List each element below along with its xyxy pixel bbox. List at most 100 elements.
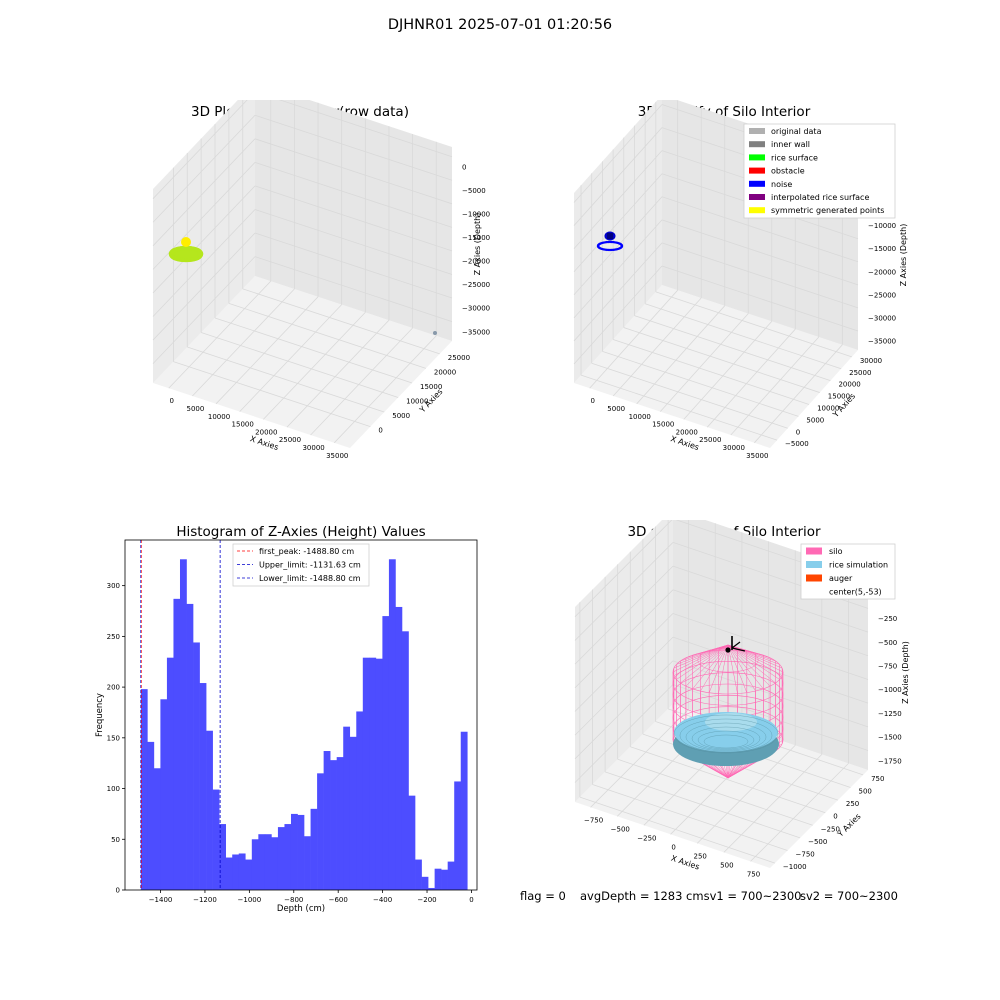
grid-line [661, 196, 859, 263]
histogram-bar [460, 731, 468, 890]
figure-title: DJHNR01 2025-07-01 01:20:56 [387, 17, 613, 33]
z-tick-label: 0 [462, 163, 466, 171]
histogram-bar [330, 760, 337, 890]
x-tick-label: −1400 [149, 896, 173, 904]
grid-line [617, 758, 813, 826]
histogram-bar [401, 631, 409, 890]
silo-roof-wire [727, 644, 764, 690]
legend-label: inner wall [771, 140, 810, 149]
histogram-bar [153, 768, 161, 890]
grid-line [333, 335, 437, 444]
x-tick-label: 15000 [652, 421, 674, 429]
legend-swatch [806, 574, 822, 582]
grid-line [579, 796, 776, 864]
y-tick-label: 250 [107, 633, 120, 641]
histogram-frame [124, 539, 478, 891]
histogram-bar [277, 827, 285, 890]
z-tick-label: −5000 [462, 187, 486, 195]
silo-ring [672, 661, 784, 706]
rice-simulation-surface [673, 712, 779, 766]
grid-line [214, 317, 413, 384]
legend-swatch [749, 128, 765, 134]
x-tick-label: 20000 [676, 428, 698, 436]
legend-swatch [749, 207, 765, 214]
histogram-bar [173, 598, 181, 890]
legend-swatch [806, 561, 822, 568]
legend-label: center(5,-53) [829, 588, 882, 597]
y-tick-label: 15000 [828, 393, 850, 401]
grid-line [168, 280, 272, 389]
y-tick-label: 10000 [406, 397, 428, 405]
z-tick-label: −1500 [878, 734, 902, 742]
histogram-bar [160, 699, 168, 890]
floor-pane [153, 276, 452, 448]
z-tick-label: −1250 [878, 710, 902, 718]
grid-line [254, 161, 453, 228]
histogram-bar [258, 834, 266, 890]
grid-line [310, 327, 413, 436]
y-tick-label: −250 [821, 825, 840, 833]
histogram-bar [388, 559, 396, 890]
grid-line [591, 362, 788, 429]
y-tick-label: 150 [107, 734, 120, 742]
grid-line [574, 636, 674, 736]
flag-text: flag = 0 [520, 889, 566, 903]
z-tick-label: −750 [878, 663, 897, 671]
grid-line [672, 589, 869, 657]
histogram-bar [415, 859, 422, 890]
histogram-bar [140, 689, 148, 890]
center-marker [725, 647, 731, 653]
classify-3d-axes: 05000100001500020000250003000035000−5000… [573, 100, 908, 460]
histogram-bar [356, 711, 364, 890]
histogram-bar [447, 861, 455, 890]
right-pane [255, 100, 452, 341]
grid-line [661, 265, 859, 332]
x-tick-label: −1000 [238, 896, 262, 904]
grid-line [263, 312, 366, 420]
grid-line [580, 374, 778, 441]
legend-swatch [749, 154, 765, 161]
legend-swatch [749, 167, 765, 174]
histogram-bar [212, 789, 220, 890]
histogram-bar [219, 824, 226, 890]
legend-label: silo [829, 547, 843, 556]
grid-line [630, 746, 826, 814]
histogram-bar [232, 854, 240, 890]
rice-mesh-line [703, 734, 749, 749]
x-axis-label: X Axies [249, 434, 280, 452]
grid-line [574, 520, 673, 618]
histogram-xlabel: Depth (cm) [277, 904, 325, 914]
grid-line [612, 297, 702, 397]
histogram-bar [238, 853, 246, 890]
grid-line [754, 344, 843, 444]
raw-data-points [168, 237, 437, 335]
legend-label: Lower_limit: -1488.80 cm [259, 574, 361, 583]
x-tick-label: 25000 [279, 436, 301, 444]
histogram-bar [428, 887, 435, 890]
histogram-bar [349, 736, 357, 890]
x-tick-label: 10000 [629, 413, 651, 421]
x-tick-label: −500 [611, 825, 630, 833]
y-tick-label: −5000 [785, 440, 809, 448]
z-tick-label: −35000 [462, 328, 490, 336]
grid-line [645, 303, 842, 370]
grid-line [723, 754, 823, 853]
y-tick-label: 20000 [434, 368, 456, 376]
histogram-bar [179, 559, 187, 890]
y-tick-label: 750 [871, 775, 884, 783]
grid-line [672, 565, 869, 633]
histogram-bar [375, 658, 383, 890]
auger-arm [731, 641, 741, 649]
grid-line [573, 219, 663, 319]
grid-line [152, 138, 256, 247]
x-tick-label: 30000 [723, 444, 745, 452]
histogram-bar [297, 814, 305, 890]
y-tick-label: −500 [808, 838, 827, 846]
grid-line [573, 173, 663, 272]
silo-roof-wire [718, 644, 729, 694]
silo-roof-wire [718, 644, 729, 651]
grid-line [612, 339, 810, 405]
z-tick-label: −1000 [878, 686, 902, 694]
histogram-bar [434, 868, 442, 890]
z-tick-label: −250 [878, 615, 897, 623]
